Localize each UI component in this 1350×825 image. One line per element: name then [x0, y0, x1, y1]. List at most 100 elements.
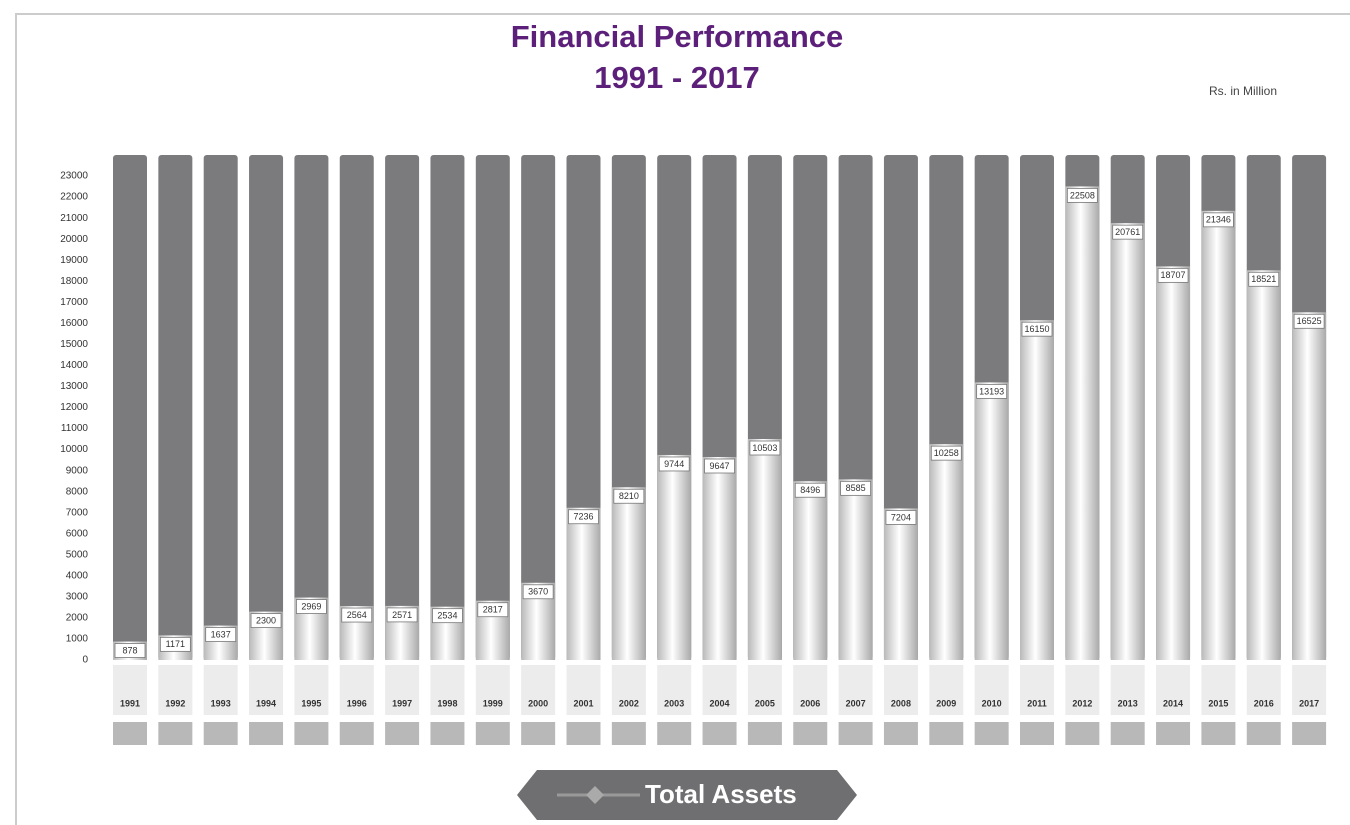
- category-box: [203, 665, 238, 715]
- category-base: [1110, 722, 1145, 745]
- x-tick-label: 2011: [1027, 698, 1047, 708]
- x-tick-label: 2000: [528, 698, 548, 708]
- category-base: [883, 722, 918, 745]
- bar-label: 20761: [1115, 227, 1140, 237]
- y-tick-label: 13000: [60, 381, 88, 392]
- bar-label: 1637: [211, 629, 231, 639]
- x-tick-label: 2005: [755, 698, 775, 708]
- bar-label: 2564: [347, 610, 367, 620]
- category-box: [883, 665, 918, 715]
- y-tick-label: 20000: [60, 234, 88, 245]
- bar-label-box: [794, 482, 826, 498]
- bar-background: [521, 155, 556, 660]
- y-tick-label: 11000: [61, 423, 89, 434]
- category-base: [1201, 722, 1236, 745]
- bar: [566, 507, 601, 660]
- x-tick-label: 2004: [710, 698, 730, 708]
- y-tick-label: 7000: [66, 507, 89, 518]
- bar: [974, 382, 1009, 660]
- bar-label: 2969: [301, 601, 321, 611]
- x-tick-label: 1995: [301, 698, 321, 708]
- bar: [838, 479, 873, 660]
- bar-label-box: [613, 488, 645, 504]
- category-base: [475, 722, 510, 745]
- y-tick-label: 10000: [60, 444, 88, 455]
- y-tick-label: 23000: [60, 171, 88, 182]
- bar-label-box: [885, 510, 917, 525]
- category-box: [1020, 665, 1054, 715]
- x-tick-label: 1999: [483, 698, 503, 708]
- category-box: [1156, 665, 1191, 715]
- category-box: [838, 665, 873, 715]
- bar-label-box: [1293, 313, 1325, 329]
- category-box: [385, 665, 420, 715]
- bar-label: 21346: [1206, 215, 1231, 225]
- y-tick-label: 4000: [66, 570, 89, 581]
- y-tick-label: 12000: [60, 402, 88, 413]
- bar-label-box: [1021, 321, 1053, 337]
- y-tick-label: 8000: [66, 486, 89, 497]
- bar-label: 18707: [1161, 270, 1186, 280]
- bar-label-box: [840, 480, 871, 496]
- x-tick-label: 1992: [165, 698, 185, 708]
- category-base: [1156, 722, 1191, 745]
- bar-label: 10503: [752, 443, 777, 453]
- category-box: [793, 665, 828, 715]
- legend-badge: [517, 770, 857, 820]
- legend-label: Total Assets: [645, 779, 797, 809]
- x-tick-label: 1997: [392, 698, 412, 708]
- bar-label-box: [432, 608, 463, 624]
- x-tick-label: 2006: [800, 698, 820, 708]
- category-box: [430, 665, 465, 715]
- x-tick-label: 2001: [573, 698, 593, 708]
- frame: [15, 13, 1350, 825]
- x-tick-label: 2016: [1254, 698, 1274, 708]
- bar: [1065, 186, 1100, 660]
- category-base: [838, 722, 873, 745]
- category-base: [1246, 722, 1281, 745]
- bar-label: 16150: [1024, 324, 1049, 334]
- bar-label: 3670: [528, 587, 548, 597]
- category-base: [294, 722, 329, 745]
- bar-label-box: [976, 383, 1008, 399]
- bar-label-box: [477, 602, 509, 618]
- category-base: [339, 722, 374, 745]
- bar-label: 10258: [934, 448, 959, 458]
- bar: [1201, 210, 1236, 660]
- x-tick-label: 2010: [982, 698, 1002, 708]
- category-base: [657, 722, 692, 745]
- chart-subtitle: 1991 - 2017: [594, 60, 759, 95]
- category-base: [611, 722, 646, 745]
- x-tick-label: 2007: [846, 698, 866, 708]
- bar-label-box: [114, 643, 146, 658]
- bar-label: 13193: [979, 386, 1004, 396]
- bar-label: 2817: [483, 605, 503, 615]
- bar: [1292, 312, 1327, 660]
- bar-label-box: [522, 584, 554, 600]
- bar: [1246, 270, 1281, 660]
- category-box: [929, 665, 964, 715]
- bar-label-box: [1112, 224, 1144, 240]
- bar-label: 8210: [619, 491, 639, 501]
- bar-label: 7236: [573, 512, 593, 522]
- category-box: [611, 665, 646, 715]
- bar: [929, 444, 964, 660]
- x-tick-label: 2009: [936, 698, 956, 708]
- x-tick-label: 2003: [664, 698, 684, 708]
- bar-background: [385, 155, 420, 660]
- bar: [1156, 266, 1191, 660]
- bar-label-box: [1248, 271, 1280, 287]
- category-box: [249, 665, 284, 715]
- y-tick-label: 2000: [66, 613, 89, 624]
- bar-label-box: [930, 445, 962, 461]
- category-base: [1292, 722, 1327, 745]
- category-base: [158, 722, 193, 745]
- y-tick-label: 19000: [60, 255, 88, 266]
- bar: [702, 457, 737, 660]
- x-tick-label: 2017: [1299, 698, 1319, 708]
- category-base: [747, 722, 782, 745]
- bar-label-box: [658, 456, 690, 472]
- category-base: [793, 722, 828, 745]
- bar-label: 2571: [392, 610, 412, 620]
